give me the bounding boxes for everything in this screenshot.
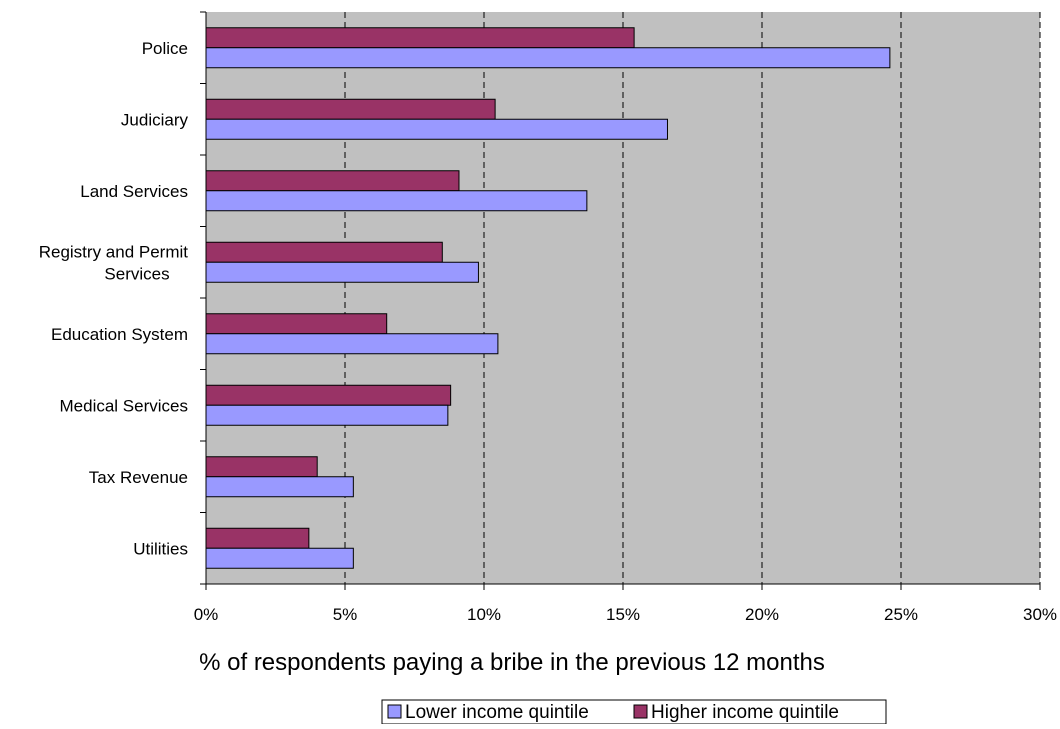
legend-label-lower-income: Lower income quintile <box>405 702 589 723</box>
bar-higher-income <box>205 98 496 120</box>
category-label: Education System <box>51 325 188 344</box>
x-tick-label: 5% <box>333 605 358 624</box>
category-label: Judiciary <box>121 110 189 129</box>
bar-lower-income <box>205 333 499 355</box>
x-tick-label: 20% <box>745 605 779 624</box>
bar-higher-income <box>205 384 452 406</box>
bar-lower-income <box>205 47 891 69</box>
x-tick-label: 0% <box>194 605 219 624</box>
bar-lower-income <box>205 476 354 498</box>
bar-lower-income <box>205 404 449 426</box>
bar-higher-income <box>205 170 460 192</box>
x-tick-label: 10% <box>467 605 501 624</box>
bar-higher-income <box>205 527 310 549</box>
category-label: Tax Revenue <box>89 468 188 487</box>
legend-swatch-lower-income <box>387 704 402 719</box>
category-label: Utilities <box>133 539 188 558</box>
bar-higher-income <box>205 27 635 49</box>
legend-swatch-higher-income <box>633 704 648 719</box>
legend-label-higher-income: Higher income quintile <box>651 702 839 723</box>
bar-lower-income <box>205 118 668 140</box>
bar-lower-income <box>205 547 354 569</box>
x-tick-label: 15% <box>606 605 640 624</box>
category-label: Land Services <box>80 182 188 201</box>
category-label: Medical Services <box>60 396 189 415</box>
category-label: Registry and Permit Services <box>39 242 189 283</box>
x-tick-label: 30% <box>1023 605 1057 624</box>
x-tick-label: 25% <box>884 605 918 624</box>
bar-lower-income <box>205 261 479 283</box>
x-axis-title: % of respondents paying a bribe in the p… <box>199 649 825 676</box>
category-label: Police <box>142 39 188 58</box>
bar-higher-income <box>205 313 388 335</box>
bar-lower-income <box>205 190 588 212</box>
bar-higher-income <box>205 456 318 478</box>
bar-higher-income <box>205 241 443 263</box>
